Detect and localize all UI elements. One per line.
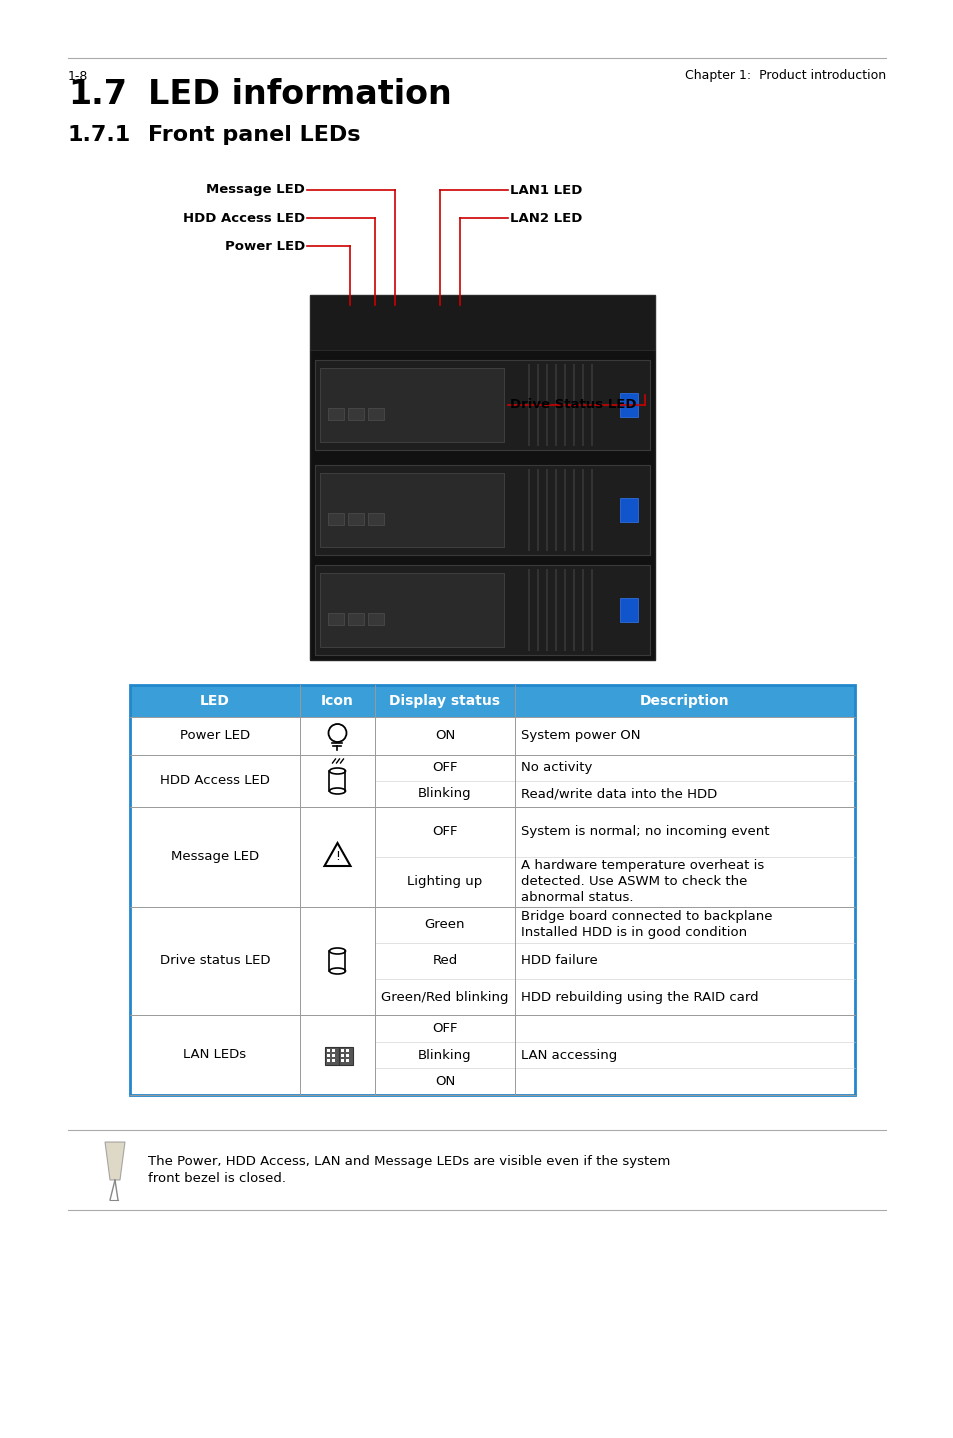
Text: Drive Status LED: Drive Status LED xyxy=(510,398,636,411)
Bar xyxy=(130,718,854,755)
Text: ON: ON xyxy=(435,1076,455,1089)
Bar xyxy=(130,907,854,1015)
Bar xyxy=(325,1047,339,1066)
Bar xyxy=(368,408,384,420)
Text: A hardware temperature overheat is
detected. Use ASWM to check the
abnormal stat: A hardware temperature overheat is detec… xyxy=(520,860,763,905)
Text: LAN LEDs: LAN LEDs xyxy=(183,1048,246,1061)
Bar xyxy=(310,295,655,349)
Text: LED information: LED information xyxy=(148,78,452,111)
Text: Blinking: Blinking xyxy=(417,1048,472,1061)
Bar xyxy=(348,613,364,624)
Bar xyxy=(130,807,854,907)
Bar xyxy=(130,755,854,807)
Text: OFF: OFF xyxy=(432,1022,457,1035)
Text: System power ON: System power ON xyxy=(520,729,639,742)
Text: Icon: Icon xyxy=(321,695,354,707)
Text: LAN1 LED: LAN1 LED xyxy=(510,184,581,197)
Text: No activity: No activity xyxy=(520,762,592,775)
Text: OFF: OFF xyxy=(432,762,457,775)
Bar xyxy=(333,1058,335,1063)
Text: 1.7: 1.7 xyxy=(68,78,127,111)
Bar xyxy=(341,1058,344,1063)
Bar xyxy=(328,613,344,624)
Bar xyxy=(314,565,649,654)
Text: Red: Red xyxy=(432,955,457,968)
Bar xyxy=(346,1058,349,1063)
Bar xyxy=(341,1054,344,1057)
Text: Blinking: Blinking xyxy=(417,788,472,801)
Bar xyxy=(327,1048,330,1053)
Bar xyxy=(314,464,649,555)
Text: HDD failure: HDD failure xyxy=(520,955,598,968)
Text: System is normal; no incoming event: System is normal; no incoming event xyxy=(520,825,769,838)
Bar xyxy=(327,1054,330,1057)
Text: Front panel LEDs: Front panel LEDs xyxy=(148,125,360,145)
Bar xyxy=(314,360,649,450)
Bar xyxy=(327,1058,330,1063)
Bar xyxy=(328,513,344,525)
Text: Description: Description xyxy=(639,695,729,707)
Bar xyxy=(619,498,638,522)
Text: Read/write data into the HDD: Read/write data into the HDD xyxy=(520,788,717,801)
Bar xyxy=(341,1048,344,1053)
Bar xyxy=(310,295,655,660)
Bar xyxy=(319,368,504,441)
Text: 1.7.1: 1.7.1 xyxy=(68,125,132,145)
Bar xyxy=(333,1048,335,1053)
Text: OFF: OFF xyxy=(432,825,457,838)
Text: Drive status LED: Drive status LED xyxy=(159,955,270,968)
Text: Lighting up: Lighting up xyxy=(407,876,482,889)
Text: HDD rebuilding using the RAID card: HDD rebuilding using the RAID card xyxy=(520,991,758,1004)
Bar xyxy=(348,513,364,525)
Bar xyxy=(339,1047,354,1066)
Bar xyxy=(348,408,364,420)
Text: ON: ON xyxy=(435,729,455,742)
Text: The Power, HDD Access, LAN and Message LEDs are visible even if the system
front: The Power, HDD Access, LAN and Message L… xyxy=(148,1155,670,1185)
Text: Power LED: Power LED xyxy=(225,240,305,253)
Text: LED: LED xyxy=(200,695,230,707)
Bar xyxy=(319,572,504,647)
Text: Green/Red blinking: Green/Red blinking xyxy=(381,991,508,1004)
Bar xyxy=(368,613,384,624)
Bar xyxy=(130,684,854,1094)
Text: 1-8: 1-8 xyxy=(68,69,89,82)
Text: Display status: Display status xyxy=(389,695,500,707)
Text: Message LED: Message LED xyxy=(171,850,259,863)
Polygon shape xyxy=(105,1142,125,1181)
Text: Power LED: Power LED xyxy=(180,729,250,742)
Bar xyxy=(130,684,854,718)
Text: HDD Access LED: HDD Access LED xyxy=(160,775,270,788)
Text: Green: Green xyxy=(424,919,465,932)
Text: Bridge board connected to backplane
Installed HDD is in good condition: Bridge board connected to backplane Inst… xyxy=(520,910,772,939)
Bar xyxy=(130,1015,854,1094)
Bar xyxy=(619,393,638,417)
Text: Message LED: Message LED xyxy=(206,184,305,197)
Bar xyxy=(368,513,384,525)
Text: Chapter 1:  Product introduction: Chapter 1: Product introduction xyxy=(684,69,885,82)
Bar xyxy=(619,598,638,623)
Text: !: ! xyxy=(335,850,339,863)
Text: HDD Access LED: HDD Access LED xyxy=(183,211,305,224)
Text: LAN accessing: LAN accessing xyxy=(520,1048,617,1061)
Text: LAN2 LED: LAN2 LED xyxy=(510,211,581,224)
Bar xyxy=(333,1054,335,1057)
Bar xyxy=(346,1048,349,1053)
Bar xyxy=(346,1054,349,1057)
Bar xyxy=(319,473,504,546)
Bar xyxy=(328,408,344,420)
